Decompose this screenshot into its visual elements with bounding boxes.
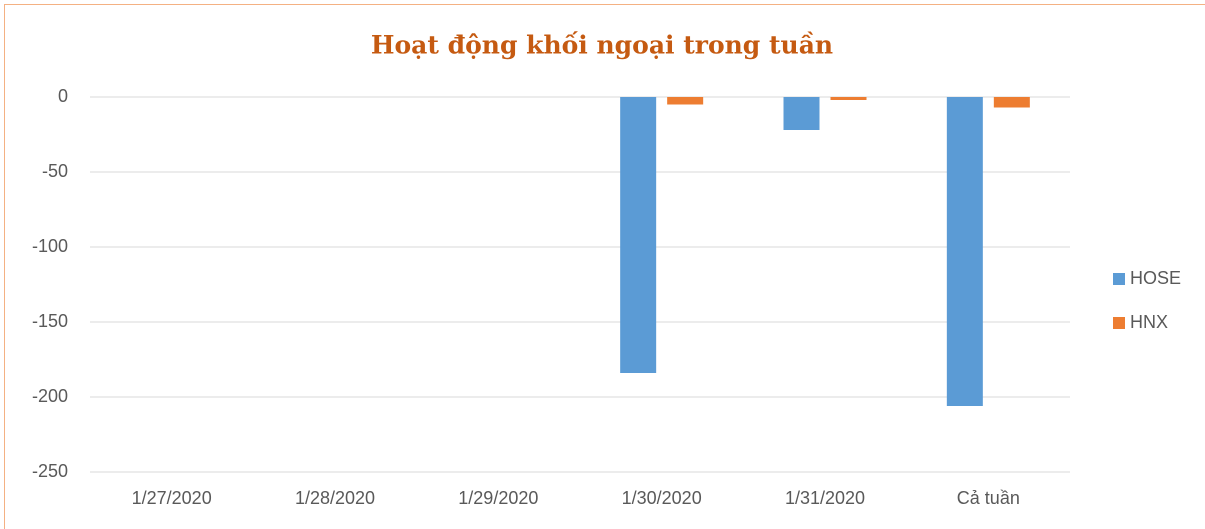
- x-tick-label: 1/28/2020: [295, 488, 375, 508]
- bar: [830, 97, 867, 100]
- legend-label: HOSE: [1130, 268, 1181, 288]
- x-tick-label: Cả tuần: [957, 488, 1020, 508]
- y-tick-label: 0: [58, 86, 68, 106]
- bar: [667, 97, 704, 105]
- x-tick-label: 1/31/2020: [785, 488, 865, 508]
- x-tick-label: 1/29/2020: [458, 488, 538, 508]
- legend-swatch: [1113, 273, 1125, 285]
- x-tick-label: 1/30/2020: [622, 488, 702, 508]
- y-tick-label: -150: [32, 311, 68, 331]
- y-tick-label: -50: [42, 161, 68, 181]
- bar: [620, 97, 657, 373]
- bar: [993, 97, 1030, 108]
- legend-swatch: [1113, 317, 1125, 329]
- y-tick-label: -250: [32, 461, 68, 481]
- y-tick-label: -100: [32, 236, 68, 256]
- x-tick-label: 1/27/2020: [132, 488, 212, 508]
- y-tick-label: -200: [32, 386, 68, 406]
- bar: [946, 97, 983, 406]
- frame: [4, 4, 1205, 529]
- chart-title: Hoạt động khối ngoại trong tuần: [371, 31, 833, 60]
- legend-label: HNX: [1130, 312, 1168, 332]
- bar: [783, 97, 820, 130]
